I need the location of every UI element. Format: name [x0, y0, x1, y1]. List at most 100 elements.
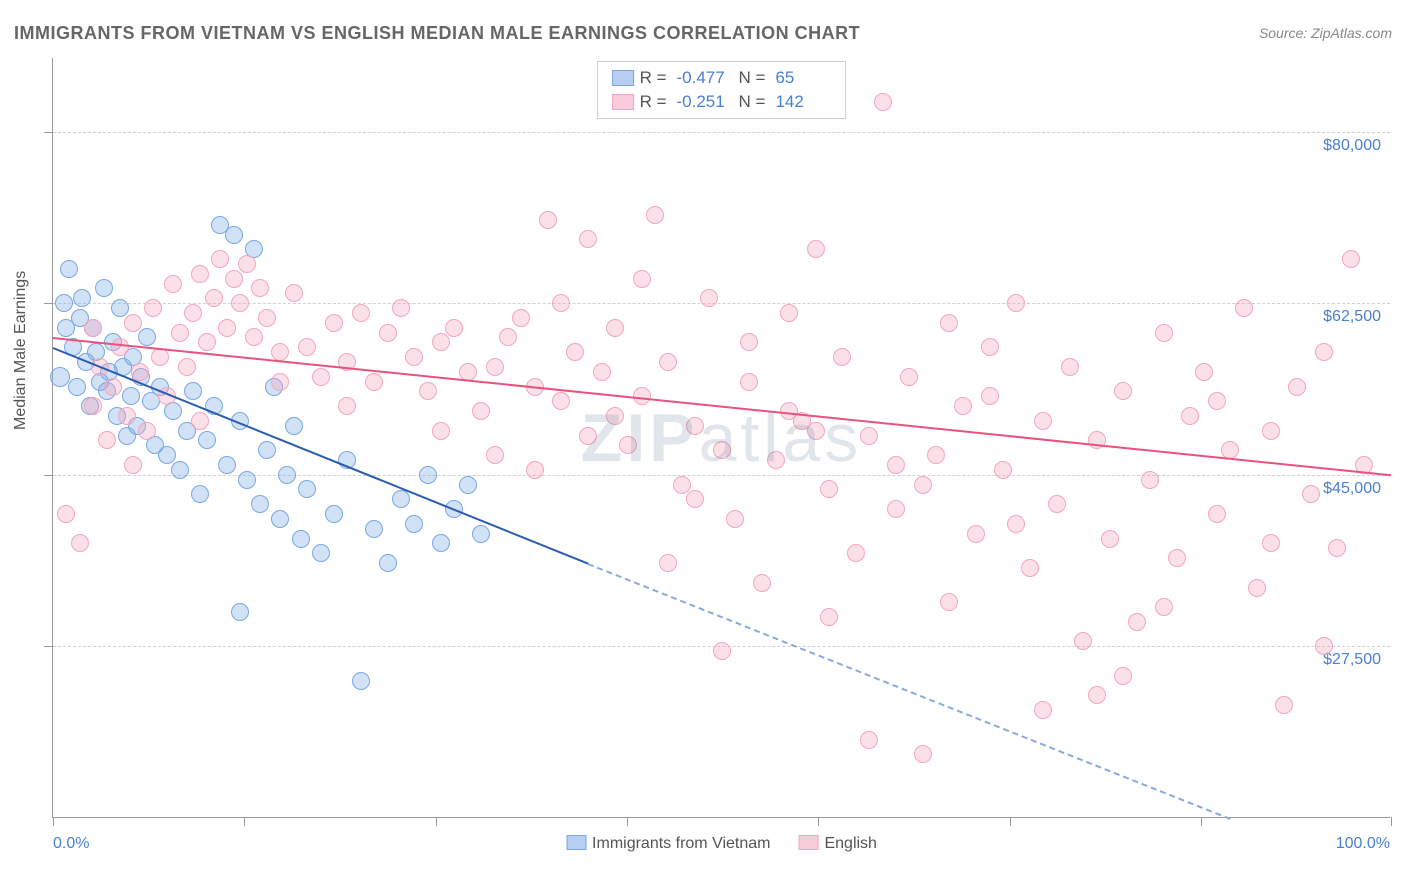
- legend-n-value: 65: [771, 66, 831, 90]
- data-point-pink: [138, 422, 156, 440]
- data-point-pink: [820, 480, 838, 498]
- data-point-blue: [95, 279, 113, 297]
- data-point-pink: [619, 436, 637, 454]
- data-point-pink: [1114, 382, 1132, 400]
- data-point-blue: [138, 328, 156, 346]
- data-point-pink: [740, 333, 758, 351]
- data-point-blue: [432, 534, 450, 552]
- data-point-pink: [111, 338, 129, 356]
- data-point-pink: [1074, 632, 1092, 650]
- data-point-pink: [686, 417, 704, 435]
- data-point-blue: [258, 441, 276, 459]
- data-point-pink: [874, 93, 892, 111]
- data-point-pink: [98, 431, 116, 449]
- data-point-pink: [271, 343, 289, 361]
- x-tick: [436, 817, 437, 826]
- data-point-blue: [419, 466, 437, 484]
- data-point-pink: [512, 309, 530, 327]
- data-point-pink: [499, 328, 517, 346]
- y-tick-label: $62,500: [1301, 308, 1381, 326]
- data-point-pink: [1195, 363, 1213, 381]
- data-point-pink: [539, 211, 557, 229]
- data-point-pink: [84, 397, 102, 415]
- data-point-pink: [365, 373, 383, 391]
- data-point-pink: [633, 270, 651, 288]
- data-point-pink: [1262, 422, 1280, 440]
- x-label-max: 100.0%: [1336, 835, 1390, 853]
- data-point-pink: [887, 456, 905, 474]
- data-point-pink: [178, 358, 196, 376]
- data-point-pink: [225, 270, 243, 288]
- data-point-pink: [1141, 471, 1159, 489]
- data-point-pink: [900, 368, 918, 386]
- data-point-pink: [820, 608, 838, 626]
- data-point-pink: [432, 333, 450, 351]
- y-tick-label: $80,000: [1301, 137, 1381, 155]
- data-point-pink: [1181, 407, 1199, 425]
- data-point-pink: [231, 294, 249, 312]
- data-point-pink: [767, 451, 785, 469]
- data-point-pink: [847, 544, 865, 562]
- legend-n-label: N =: [739, 66, 766, 90]
- data-point-pink: [940, 314, 958, 332]
- data-point-pink: [659, 554, 677, 572]
- data-point-pink: [379, 324, 397, 342]
- data-point-pink: [432, 422, 450, 440]
- data-point-pink: [1155, 324, 1173, 342]
- data-point-pink: [205, 289, 223, 307]
- data-point-pink: [526, 461, 544, 479]
- data-point-pink: [967, 525, 985, 543]
- data-point-pink: [1328, 539, 1346, 557]
- y-axis-title: Median Male Earnings: [12, 271, 30, 430]
- gridline: [53, 132, 1390, 133]
- x-tick: [627, 817, 628, 826]
- data-point-pink: [1007, 515, 1025, 533]
- legend-r-label: R =: [640, 66, 667, 90]
- data-point-pink: [1342, 250, 1360, 268]
- data-point-blue: [298, 480, 316, 498]
- y-tick-label: $27,500: [1301, 651, 1381, 669]
- legend-series-item: English: [798, 835, 876, 853]
- data-point-pink: [171, 324, 189, 342]
- data-point-blue: [325, 505, 343, 523]
- data-point-blue: [278, 466, 296, 484]
- data-point-pink: [57, 505, 75, 523]
- data-point-pink: [486, 358, 504, 376]
- chart-title: IMMIGRANTS FROM VIETNAM VS ENGLISH MEDIA…: [14, 23, 860, 44]
- legend-swatch: [798, 835, 818, 850]
- data-point-pink: [1168, 549, 1186, 567]
- data-point-pink: [740, 373, 758, 391]
- data-point-pink: [1248, 579, 1266, 597]
- data-point-pink: [1061, 358, 1079, 376]
- data-point-blue: [50, 367, 70, 387]
- data-point-pink: [981, 338, 999, 356]
- trendline-blue-dashed: [588, 563, 1231, 820]
- data-point-pink: [833, 348, 851, 366]
- data-point-pink: [392, 299, 410, 317]
- data-point-blue: [285, 417, 303, 435]
- data-point-pink: [1262, 534, 1280, 552]
- data-point-pink: [1034, 701, 1052, 719]
- data-point-pink: [686, 490, 704, 508]
- data-point-pink: [338, 397, 356, 415]
- x-tick: [53, 817, 54, 826]
- data-point-blue: [198, 431, 216, 449]
- data-point-pink: [211, 250, 229, 268]
- legend-series-item: Immigrants from Vietnam: [566, 835, 770, 853]
- data-point-pink: [713, 642, 731, 660]
- data-point-pink: [927, 446, 945, 464]
- data-point-pink: [860, 731, 878, 749]
- data-point-pink: [552, 294, 570, 312]
- data-point-pink: [285, 284, 303, 302]
- data-point-blue: [238, 471, 256, 489]
- data-point-pink: [164, 275, 182, 293]
- data-point-pink: [238, 255, 256, 273]
- data-point-pink: [566, 343, 584, 361]
- data-point-pink: [312, 368, 330, 386]
- legend-swatch: [566, 835, 586, 850]
- data-point-pink: [1088, 686, 1106, 704]
- data-point-pink: [593, 363, 611, 381]
- legend-series-label: English: [824, 835, 876, 852]
- data-point-pink: [552, 392, 570, 410]
- data-point-pink: [486, 446, 504, 464]
